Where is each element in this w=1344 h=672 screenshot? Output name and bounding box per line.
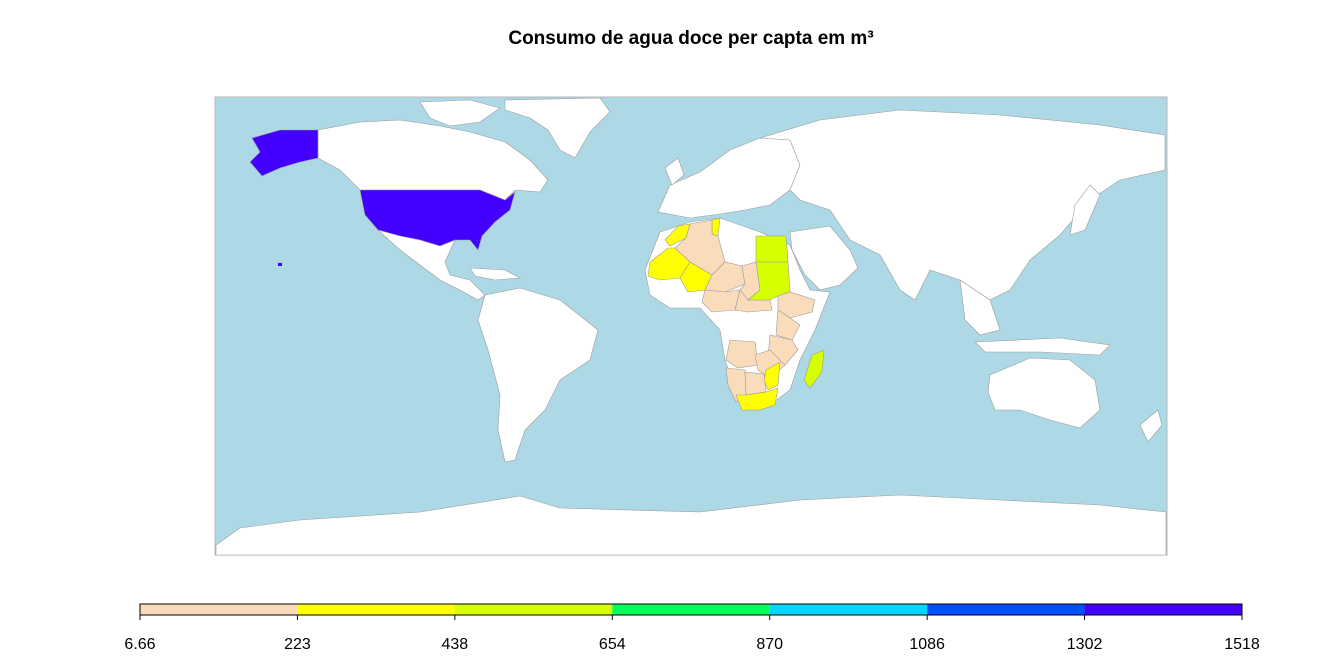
region-mozambique-south[interactable] [763, 361, 781, 391]
mexico-central-america [377, 229, 486, 301]
legend-swatch [769, 604, 928, 615]
region-botswana[interactable] [744, 371, 767, 396]
indonesia [974, 337, 1111, 356]
legend-tick-label: 1518 [1224, 636, 1260, 653]
legend-tick-label: 654 [599, 636, 626, 653]
legend-tick-label: 438 [442, 636, 469, 653]
region-hawaii[interactable] [278, 263, 282, 266]
legend-swatch [454, 604, 613, 615]
antarctica [215, 494, 1167, 556]
legend-swatch [297, 604, 455, 615]
region-sudan[interactable] [747, 261, 791, 301]
legend-frame [139, 603, 1243, 616]
canada [317, 119, 549, 201]
legend-swatch [612, 604, 770, 615]
arabian-peninsula [789, 225, 859, 291]
uk-ireland [664, 157, 685, 186]
japan [1069, 184, 1101, 236]
legend-swatch [927, 604, 1085, 615]
caribbean [469, 267, 522, 281]
world-map[interactable] [214, 96, 1168, 556]
region-egypt[interactable] [755, 235, 789, 263]
arctic-islands [419, 99, 501, 127]
legend-tick-label: 1302 [1067, 636, 1103, 653]
legend-tick-label: 1086 [909, 636, 945, 653]
color-legend: 6.66 223 438 654 870 1086 1302 1518 [124, 603, 1260, 653]
region-kenya[interactable] [775, 309, 801, 341]
region-madagascar[interactable] [803, 349, 825, 389]
greenland [504, 97, 611, 159]
region-angola[interactable] [725, 339, 759, 369]
australia [987, 357, 1101, 429]
new-zealand [1139, 409, 1163, 443]
page-title: Consumo de agua doce per capta em m³ [508, 28, 874, 49]
region-south-africa[interactable] [735, 387, 779, 411]
legend-tick-label: 223 [284, 636, 311, 653]
legend-swatch [1084, 604, 1242, 615]
legend-swatch [140, 604, 298, 615]
southeast-asia [959, 279, 1001, 336]
south-america [477, 287, 599, 463]
region-alaska[interactable] [249, 129, 319, 177]
legend-tick-label: 6.66 [124, 636, 155, 653]
legend-tick-label: 870 [756, 636, 783, 653]
